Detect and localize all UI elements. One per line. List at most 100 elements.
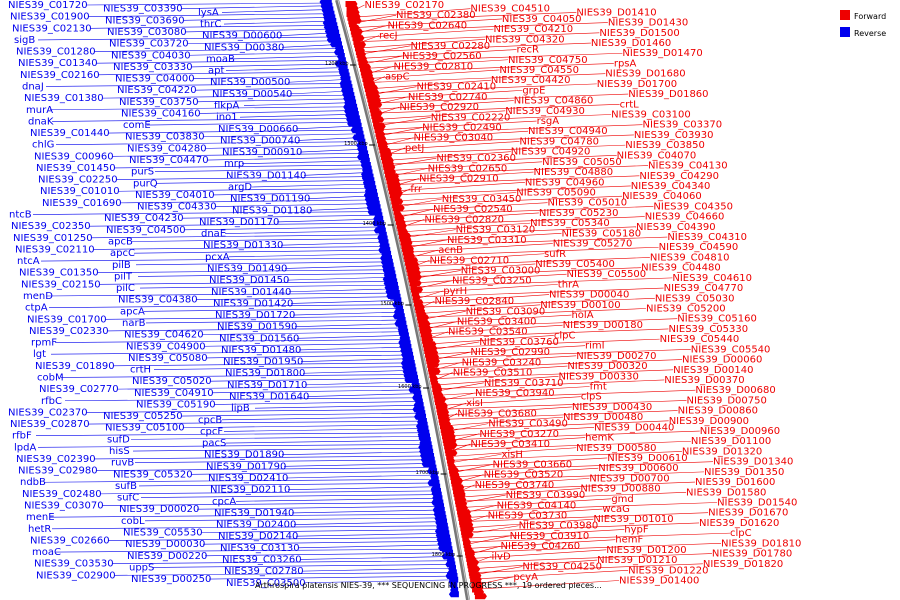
forward-gene-label: crtL [620,99,640,110]
reverse-gene-label: NIES39_D01140 [226,170,306,181]
reverse-gene-label: NIES39_C02110 [15,244,95,255]
forward-gene-label: NIES39_D01700 [597,79,677,90]
forward-gene-label: NIES39_C05540 [691,344,771,355]
reverse-gene-label: NIES39_C02250 [38,175,118,186]
forward-gene-label: NIES39_D00600 [598,463,678,474]
reverse-gene-label: apcC [110,248,135,259]
reverse-gene-label: hetR [28,524,51,535]
reverse-leader-line [243,102,357,106]
forward-gene-label: xisI [466,398,483,409]
forward-leader-line [440,420,669,431]
reverse-leader-line [101,502,444,506]
reverse-leader-line [205,354,414,359]
reverse-gene-label: murA [26,105,53,116]
reverse-leader-line [276,218,384,223]
reverse-leader-line [156,180,375,184]
reverse-leader-line [131,238,388,242]
reverse-leader-line [48,304,403,308]
reverse-gene-label: NIES39_C01890 [35,361,115,372]
reverse-gene-label: argD [228,182,252,193]
forward-leader-line [446,451,682,461]
reverse-gene-label: NIES39_C01690 [42,198,122,209]
forward-gene-label: rpsA [614,58,637,69]
forward-leader-line [352,28,494,39]
reverse-leader-line [98,281,398,285]
kbp-scale: 1200 kbp 1300 kbp 1400 kbp 1500 kbp 1600 kbp… [325,61,463,558]
forward-gene-label: recR [516,45,539,56]
forward-gene-label: NIES39_D00180 [563,320,643,331]
forward-gene-label: grpE [522,85,545,96]
forward-gene-label: NIES39_C03510 [453,368,533,379]
reverse-gene-label: NIES39_C02330 [29,326,109,337]
reverse-gene-label: moaC [32,547,61,558]
reverse-gene-label: NIES39_D01440 [211,287,291,298]
reverse-leader-line [287,486,441,490]
forward-gene-label: NIES39_C04260 [501,541,581,552]
label-leader-lines [32,2,731,590]
forward-gene-label: NIES39_C05090 [516,187,596,198]
reverse-leader-line [85,2,332,6]
forward-leader-line [368,93,629,104]
forward-leader-line [408,267,642,277]
reverse-gene-label: ctpA [25,303,48,314]
reverse-gene-label: apt [208,66,224,77]
reverse-gene-label: pcxA [205,252,230,263]
forward-gene-label: NIES39_D00320 [567,361,647,372]
reverse-leader-line [212,191,378,196]
forward-gene-label: NIES39_D01810 [721,538,801,549]
reverse-leader-line [254,404,424,409]
reverse-leader-line [299,148,368,153]
reverse-gene-label: NIES39_C04910 [134,388,214,399]
forward-leader-line [362,69,500,80]
forward-leader-line [414,294,550,304]
forward-gene-arrow [474,593,487,600]
forward-gene-label: NIES39_C05440 [660,334,740,345]
forward-leader-line [374,120,537,131]
reverse-gene-label: lgt [33,349,46,360]
reverse-leader-line [116,385,420,390]
forward-gene-label: NIES39_D01400 [619,575,699,586]
forward-gene-label: rimI [585,341,605,352]
forward-leader-line [386,171,534,182]
reverse-leader-line [292,311,404,316]
forward-leader-line [398,222,531,233]
forward-gene-label: clpC [554,330,576,341]
reverse-leader-line [97,71,349,76]
forward-gene-label: NIES39_C03730 [488,511,568,522]
forward-leader-line [442,427,595,437]
forward-leader-line [455,491,687,502]
forward-gene-label: NIES39_D01340 [713,457,793,468]
reverse-gene-label: NIES39_C01350 [19,268,99,279]
forward-gene-label: NIES39_D01220 [628,565,708,576]
reverse-gene-label: pilC [116,283,135,294]
reverse-leader-line [211,389,421,394]
kbp-tick-label: 1800 kbp [432,552,456,558]
forward-leader-line [444,440,691,451]
reverse-gene-label: NIES39_C05320 [113,469,193,480]
forward-gene-label: NIES39_C03270 [479,429,559,440]
forward-leader-line [451,471,705,482]
forward-gene-label: NIES39_D00040 [549,290,629,301]
forward-leader-line [453,481,696,492]
forward-leader-line [422,335,554,345]
forward-gene-label: NIES39_C02540 [433,204,513,215]
reverse-leader-line [64,397,423,402]
forward-gene-label: NIES39_C03740 [475,480,555,491]
reverse-gene-label: NIES39_D01720 [215,310,295,321]
reverse-gene-label: NIES39_C01900 [10,12,90,23]
forward-gene-label: rsgA [537,116,560,127]
reverse-gene-label: dnaE [201,229,226,240]
reverse-gene-label: pacS [202,438,226,449]
reverse-leader-line [104,315,405,320]
reverse-gene-label: NIES39_C04280 [127,143,207,154]
reverse-leader-line [188,51,344,56]
forward-gene-label: NIES39_C04660 [645,212,725,223]
forward-leader-line [370,103,620,114]
reverse-leader-line [138,482,440,487]
reverse-leader-line [206,156,369,161]
reverse-gene-label: NIES39_C01450 [36,163,116,174]
forward-leader-line [405,253,545,264]
reverse-gene-label: NIES39_C04900 [126,341,206,352]
reverse-gene-label: NIES39_C02160 [20,70,100,81]
reverse-leader-line [228,253,392,258]
